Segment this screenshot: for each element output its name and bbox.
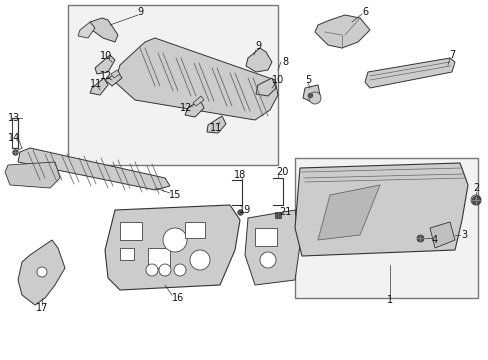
Polygon shape xyxy=(90,78,108,95)
Polygon shape xyxy=(193,96,203,106)
Text: 12: 12 xyxy=(180,103,192,113)
Text: 4: 4 xyxy=(431,235,437,245)
Polygon shape xyxy=(294,163,467,256)
Polygon shape xyxy=(111,70,120,78)
Circle shape xyxy=(260,252,275,268)
Bar xyxy=(254,228,276,246)
Polygon shape xyxy=(105,72,122,86)
Text: 11: 11 xyxy=(209,123,222,133)
Text: 21: 21 xyxy=(278,207,290,217)
Polygon shape xyxy=(244,210,299,285)
Polygon shape xyxy=(184,100,203,117)
Polygon shape xyxy=(314,15,369,48)
Circle shape xyxy=(308,92,320,104)
Text: 1: 1 xyxy=(386,295,392,305)
Text: 20: 20 xyxy=(275,167,287,177)
Polygon shape xyxy=(18,148,170,190)
Text: 8: 8 xyxy=(282,57,287,67)
Polygon shape xyxy=(245,48,271,72)
Text: 3: 3 xyxy=(460,230,466,240)
Polygon shape xyxy=(5,162,60,188)
Text: 17: 17 xyxy=(36,303,48,313)
Text: 5: 5 xyxy=(304,75,310,85)
Circle shape xyxy=(190,250,209,270)
Polygon shape xyxy=(95,55,115,74)
Text: 18: 18 xyxy=(233,170,245,180)
Text: 19: 19 xyxy=(238,205,251,215)
Circle shape xyxy=(163,228,186,252)
Text: 13: 13 xyxy=(8,113,20,123)
Polygon shape xyxy=(105,205,240,290)
Polygon shape xyxy=(90,18,118,42)
Text: 14: 14 xyxy=(8,133,20,143)
Text: 15: 15 xyxy=(168,190,181,200)
Bar xyxy=(294,158,477,298)
Text: 9: 9 xyxy=(137,7,143,17)
Circle shape xyxy=(159,264,171,276)
Text: 11: 11 xyxy=(90,79,102,89)
Circle shape xyxy=(37,267,47,277)
Text: 10: 10 xyxy=(100,51,112,61)
Circle shape xyxy=(174,264,185,276)
Bar xyxy=(148,248,170,268)
Bar xyxy=(184,222,204,238)
Polygon shape xyxy=(364,58,454,88)
Bar xyxy=(68,5,278,165)
Polygon shape xyxy=(206,116,225,133)
Bar xyxy=(120,222,142,240)
Bar xyxy=(120,248,134,260)
Text: 12: 12 xyxy=(100,71,112,81)
Text: 9: 9 xyxy=(254,41,261,51)
Polygon shape xyxy=(429,222,454,248)
Polygon shape xyxy=(256,78,275,96)
Circle shape xyxy=(146,264,158,276)
Polygon shape xyxy=(115,38,278,120)
Text: 6: 6 xyxy=(361,7,367,17)
Polygon shape xyxy=(78,22,95,38)
Text: 2: 2 xyxy=(472,183,478,193)
Text: 16: 16 xyxy=(171,293,184,303)
Text: 7: 7 xyxy=(448,50,454,60)
Text: 10: 10 xyxy=(271,75,284,85)
Polygon shape xyxy=(303,85,319,102)
Polygon shape xyxy=(18,240,65,305)
Polygon shape xyxy=(317,185,379,240)
